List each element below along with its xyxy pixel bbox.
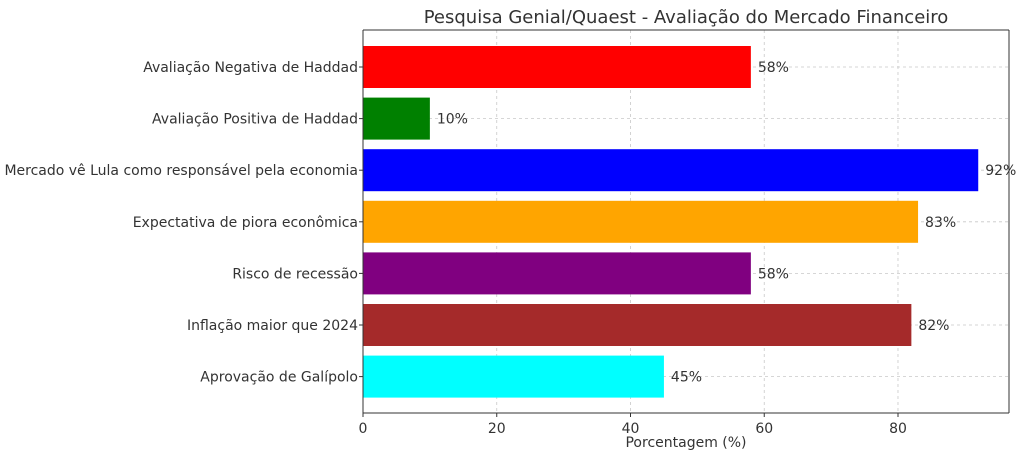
x-tick-label: 80 [889, 421, 907, 437]
bar [363, 355, 664, 398]
bar [363, 149, 979, 192]
x-tick-label: 40 [622, 421, 640, 437]
bar [363, 97, 430, 140]
data-label: 10% [437, 112, 468, 128]
x-tick-label: 0 [359, 421, 368, 437]
bar [363, 304, 912, 346]
category-label: Avaliação Positiva de Haddad [152, 112, 358, 128]
category-label: Avaliação Negativa de Haddad [143, 60, 358, 76]
data-label: 58% [758, 266, 789, 282]
data-label: 92% [985, 163, 1016, 179]
x-tick-label: 20 [488, 421, 506, 437]
data-label: 83% [925, 215, 956, 231]
axes [359, 29, 1010, 417]
category-label: Aprovação de Galípolo [200, 370, 358, 386]
bar [363, 46, 751, 88]
x-tick-label: 60 [755, 421, 773, 437]
chart-title: Pesquisa Genial/Quaest - Avaliação do Me… [424, 7, 949, 28]
x-tick-labels: 0 20 40 60 80 [359, 421, 907, 437]
bar [363, 200, 919, 243]
category-label: Risco de recessão [232, 266, 358, 282]
value-labels: 58% 10% 92% 83% 58% 82% 45% [437, 60, 1016, 386]
bars [363, 46, 979, 398]
category-label: Expectativa de piora econômica [133, 215, 358, 231]
category-labels: Avaliação Negativa de Haddad Avaliação Po… [4, 60, 358, 386]
category-label: Inflação maior que 2024 [187, 318, 358, 334]
data-label: 58% [758, 60, 789, 76]
data-label: 82% [918, 318, 949, 334]
category-label: Mercado vê Lula como responsável pela ec… [4, 163, 358, 179]
bar [363, 252, 751, 295]
data-label: 45% [671, 370, 702, 386]
x-axis-label: Porcentagem (%) [625, 435, 746, 451]
